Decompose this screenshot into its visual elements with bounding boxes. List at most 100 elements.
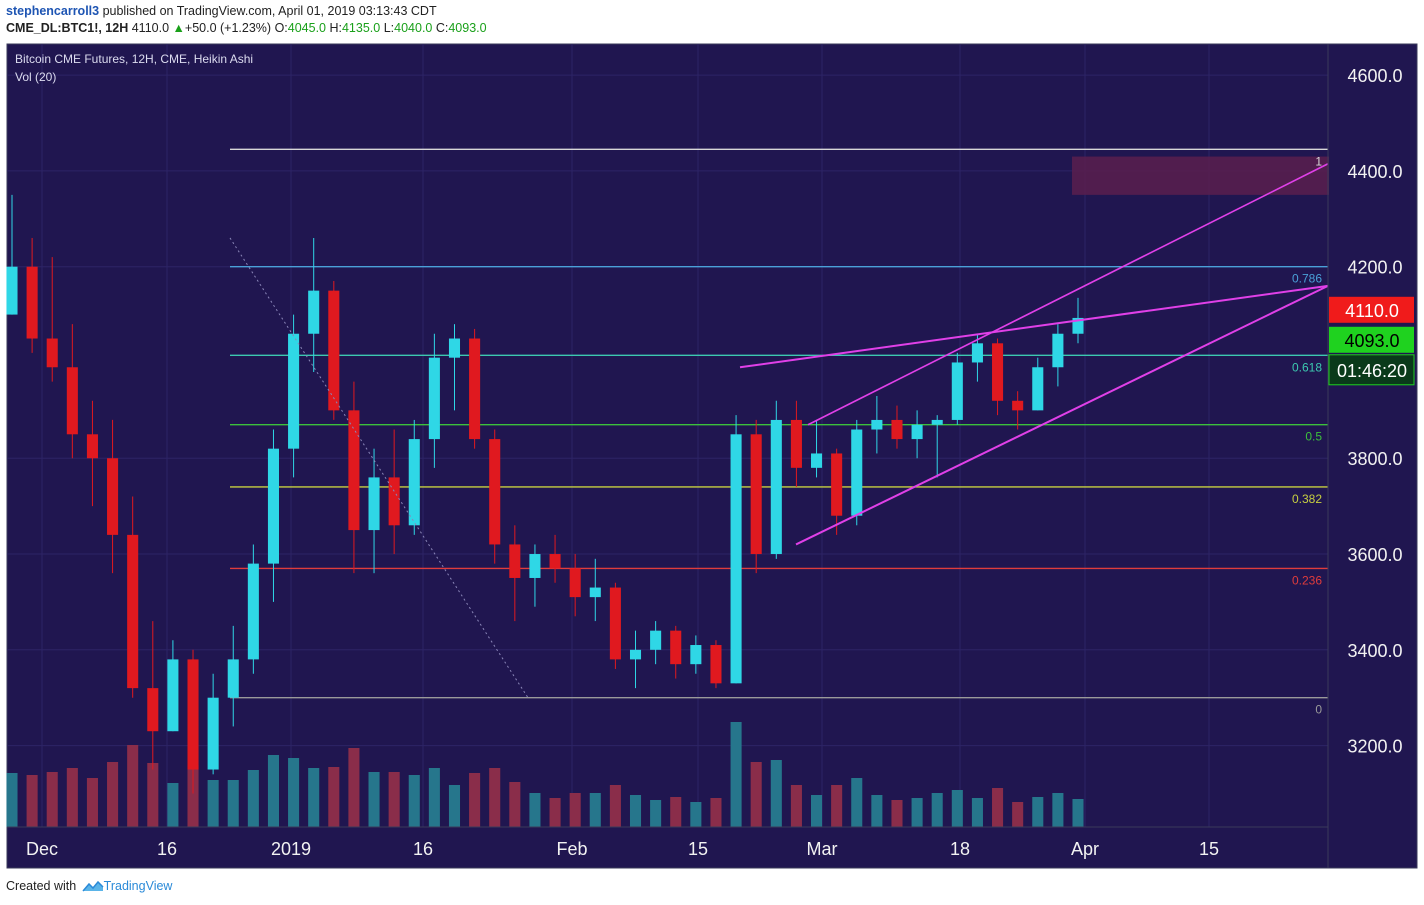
volume-bar	[26, 775, 38, 827]
candle-body	[1032, 367, 1044, 411]
time-tick-label: 16	[413, 839, 433, 859]
price-change: +50.0 (+1.23%)	[184, 21, 272, 35]
volume-bar	[509, 782, 521, 827]
candle-body	[368, 477, 380, 531]
candle-body	[851, 429, 863, 516]
author-link[interactable]: stephencarroll3	[6, 4, 100, 18]
candle-body	[670, 630, 682, 665]
tradingview-link[interactable]: TradingView	[103, 879, 173, 893]
fib-level-label: 0.618	[1292, 360, 1322, 374]
volume-bar	[951, 790, 963, 827]
candle-body	[167, 659, 179, 732]
candle-body	[589, 587, 601, 598]
fib-level-label: 0	[1315, 703, 1322, 717]
volume-bar	[408, 775, 420, 827]
trend-dotted-line	[229, 237, 529, 698]
candle-body	[187, 659, 199, 770]
volume-bar	[66, 768, 78, 827]
volume-bar	[368, 772, 380, 827]
volume-bar	[629, 795, 642, 827]
candle-body	[529, 554, 541, 578]
candle-body	[489, 439, 501, 545]
close-value: 4093.0	[448, 21, 487, 35]
price-tick-label: 3200.0	[1347, 737, 1402, 757]
time-axis[interactable]: Dec 16 2019 16 Feb 15 Mar 18 Apr 15	[26, 839, 1219, 859]
volume-bar	[549, 798, 561, 827]
candle-body	[810, 453, 823, 468]
volume-bar	[710, 798, 722, 827]
candle-body	[790, 419, 802, 468]
publish-info: stephencarroll3 published on TradingView…	[6, 4, 437, 18]
candle-body	[509, 544, 521, 578]
high-value: 4135.0	[341, 21, 381, 35]
volume-bar	[1052, 793, 1064, 827]
volume-bar	[107, 762, 119, 827]
candle-body	[428, 357, 440, 440]
countdown-tag	[1328, 354, 1415, 386]
volume-bar	[971, 798, 983, 827]
candle-body	[992, 343, 1004, 401]
price-tick-label: 4400.0	[1347, 162, 1402, 182]
candle-body	[267, 448, 280, 564]
channel-upper-line	[807, 163, 1329, 426]
price-tick-label: 3800.0	[1347, 449, 1402, 469]
time-tick-label: Feb	[556, 839, 587, 859]
volume-bar	[348, 748, 360, 827]
price-tick-label: 3600.0	[1347, 545, 1402, 565]
open-value: 4045.0	[287, 21, 326, 35]
time-tick-label: 16	[157, 839, 177, 859]
candle-body	[247, 563, 259, 660]
volume-bar	[428, 768, 440, 827]
candle-body	[227, 659, 239, 698]
volume-legend[interactable]: Vol (20)	[15, 70, 57, 84]
candle-body	[750, 434, 762, 555]
volume-bar	[790, 785, 802, 827]
candle-body	[46, 338, 58, 368]
time-tick-label: 15	[688, 839, 708, 859]
fib-level-label: 0.236	[1292, 573, 1322, 587]
volume-bar	[750, 762, 762, 827]
fib-level-label: 0.786	[1292, 272, 1322, 286]
volume-bar	[469, 773, 481, 827]
price-tags: 4110.0 4093.0 01:46:20	[1328, 296, 1415, 386]
volume-bar	[871, 795, 883, 827]
candle-body	[348, 410, 360, 531]
fib-level-label: 0.5	[1305, 430, 1322, 444]
symbol-label: CME_DL:BTC1!, 12H	[6, 21, 129, 35]
volume-bar	[931, 793, 943, 827]
trend-drawings	[229, 163, 1329, 698]
candle-body	[710, 645, 722, 684]
tradingview-logo-icon	[82, 880, 104, 892]
candle-body	[690, 645, 702, 665]
price-axis[interactable]: 4600.0 4400.0 4200.0 3800.0 3600.0 3400.0 3200…	[1347, 66, 1402, 756]
volume-bar	[670, 797, 682, 827]
close-price-tag	[1329, 326, 1414, 353]
volume-bar	[609, 785, 621, 827]
candle-body	[629, 649, 642, 660]
candle-body	[650, 630, 662, 650]
candle-body	[288, 333, 300, 449]
candle-body	[871, 419, 883, 430]
candle-body	[1072, 317, 1084, 334]
close-price-tag-label: 4093.0	[1344, 331, 1399, 351]
close-label: C:	[435, 21, 449, 35]
candle-body	[26, 266, 38, 339]
candle-body	[328, 290, 340, 411]
support-trendline	[795, 284, 1329, 546]
time-tick-label: 15	[1199, 839, 1219, 859]
series-legend[interactable]: Bitcoin CME Futures, 12H, CME, Heikin As…	[15, 52, 254, 66]
volume-bar	[46, 772, 58, 827]
candle-body	[448, 338, 461, 358]
volume-bar	[207, 780, 219, 827]
volume-bar	[851, 778, 863, 827]
high-label: H:	[329, 21, 342, 35]
volume-bar	[690, 802, 702, 827]
volume-bar	[227, 780, 239, 827]
last-price: 4110.0	[131, 21, 170, 35]
candle-body	[891, 419, 903, 440]
countdown-tag-label: 01:46:20	[1337, 361, 1407, 381]
candle-body	[1012, 400, 1024, 411]
volume-bar	[328, 767, 340, 827]
low-label: L:	[383, 21, 395, 35]
